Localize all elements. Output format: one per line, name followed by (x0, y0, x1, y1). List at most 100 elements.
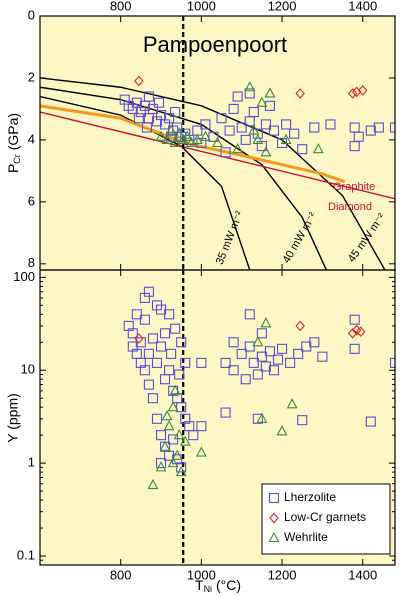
point (228, 337, 239, 348)
point (252, 336, 264, 347)
plot-area (40, 16, 395, 270)
point (244, 81, 256, 92)
point (236, 348, 247, 359)
point (365, 125, 376, 136)
point (200, 119, 211, 130)
point (216, 113, 227, 124)
y-tick-label: 0 (28, 7, 35, 22)
point (170, 323, 181, 334)
point (163, 419, 175, 431)
point (147, 393, 159, 404)
point (174, 369, 185, 380)
y-axis-label: Y (ppm) (5, 393, 21, 443)
point (309, 337, 320, 348)
point (347, 88, 358, 99)
point (349, 343, 360, 354)
legend-marker (268, 492, 280, 504)
point (347, 327, 358, 339)
x-tick-label: 800 (110, 0, 132, 13)
legend-marker (268, 531, 280, 543)
axes-frame (39, 269, 396, 566)
point (164, 450, 175, 461)
point (228, 103, 239, 114)
point (169, 384, 181, 395)
point (280, 133, 292, 144)
point (175, 465, 187, 477)
point (151, 413, 163, 424)
legend-marker (269, 512, 279, 524)
point (143, 379, 154, 390)
legend-label: Lherzolite (284, 490, 336, 504)
point (168, 434, 179, 445)
point (220, 407, 231, 418)
point (256, 96, 268, 107)
point (155, 461, 167, 472)
point (141, 122, 152, 133)
point (212, 136, 223, 148)
point (167, 456, 179, 468)
point (264, 346, 275, 357)
point (248, 357, 259, 368)
point (256, 351, 267, 362)
point (161, 133, 173, 144)
point (297, 144, 308, 155)
y-tick-label: 8 (28, 255, 35, 270)
legend-box (261, 483, 391, 555)
y-tick-label: 1 (28, 455, 35, 470)
point (181, 130, 193, 141)
x-tick-label: 1000 (187, 0, 216, 13)
y-axis-label: PCr (GPa) (5, 113, 23, 173)
legend-label: Wehrlite (284, 530, 328, 544)
x-axis-label: TNi (°C) (195, 577, 241, 595)
point (155, 430, 167, 441)
point (139, 314, 150, 325)
point (220, 357, 231, 368)
point (159, 440, 171, 451)
point (160, 328, 171, 339)
annotation: Graphite (333, 181, 375, 193)
point (220, 147, 231, 158)
point (155, 341, 167, 352)
x-tick-label: 1200 (268, 0, 297, 13)
point (151, 357, 163, 368)
point (147, 478, 159, 490)
point (264, 87, 276, 98)
point (173, 127, 185, 138)
point (252, 413, 263, 424)
point (285, 357, 296, 368)
point (256, 412, 268, 423)
point (155, 130, 167, 141)
point (165, 124, 177, 135)
point (143, 286, 154, 297)
y-tick-label: 10 (21, 362, 35, 377)
legend-label: Low-Cr garnets (284, 510, 366, 524)
point (256, 328, 267, 339)
point (355, 326, 366, 338)
point (286, 398, 298, 409)
point (153, 97, 165, 108)
point (276, 425, 288, 436)
point (317, 351, 328, 362)
point (167, 401, 179, 412)
point (260, 119, 271, 130)
point (127, 341, 138, 352)
point (127, 328, 138, 339)
point (244, 341, 255, 352)
point (180, 357, 191, 368)
point (244, 309, 255, 320)
point (143, 91, 154, 102)
point (252, 133, 264, 144)
plot-area (123, 270, 395, 565)
point (228, 365, 239, 376)
point (389, 122, 395, 133)
y-tick-label: 0.1 (17, 547, 35, 562)
point (244, 88, 255, 99)
y-tick-label: 100 (13, 269, 35, 284)
point (131, 309, 142, 320)
point (260, 361, 271, 372)
point (248, 124, 260, 135)
point (164, 113, 175, 124)
point (224, 125, 235, 136)
point (177, 133, 189, 144)
point (134, 75, 144, 87)
